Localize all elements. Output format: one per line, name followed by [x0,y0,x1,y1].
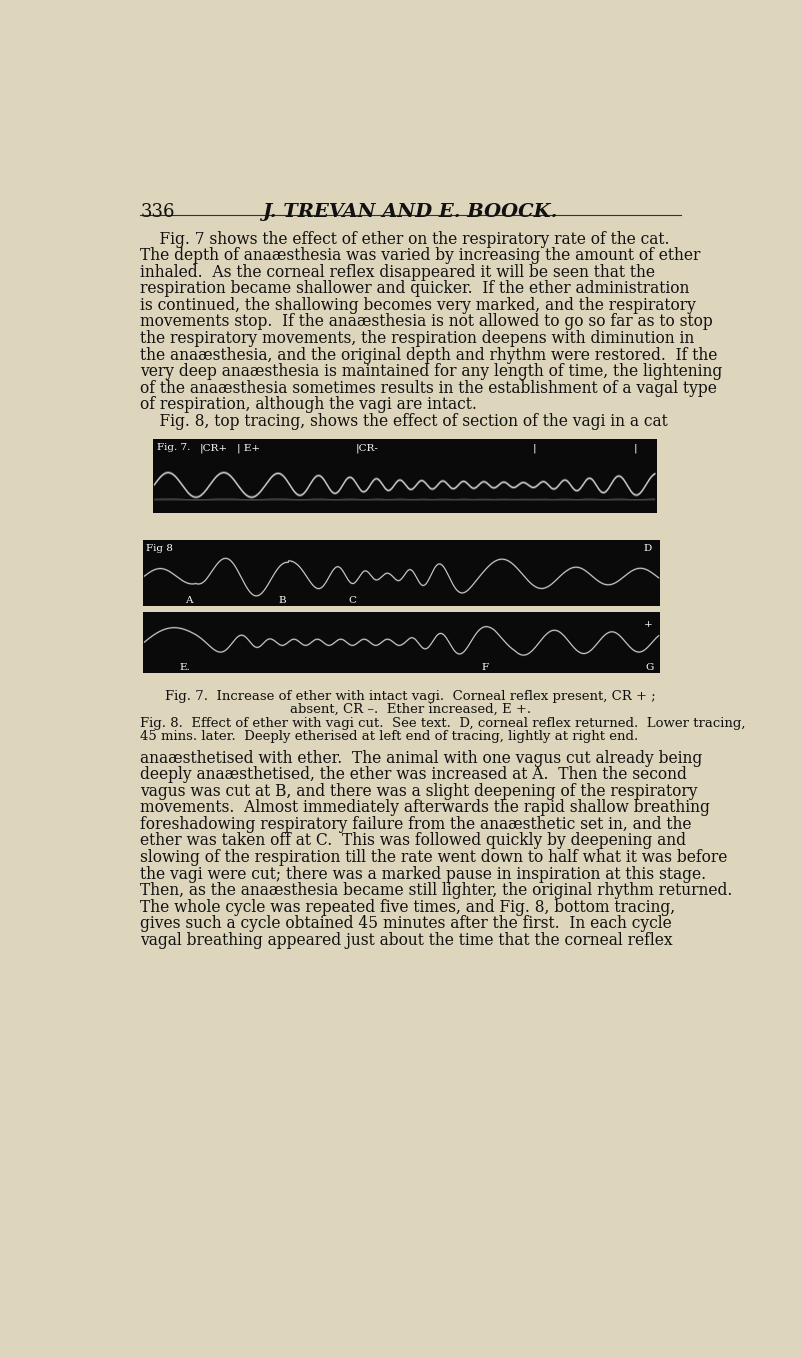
Text: vagus was cut at B, and there was a slight deepening of the respiratory: vagus was cut at B, and there was a slig… [140,782,698,800]
Text: of respiration, although the vagi are intact.: of respiration, although the vagi are in… [140,397,477,413]
Text: A: A [185,596,193,604]
Text: vagal breathing appeared just about the time that the corneal reflex: vagal breathing appeared just about the … [140,932,673,949]
Text: Fig. 7.  Increase of ether with intact vagi.  Corneal reflex present, CR + ;: Fig. 7. Increase of ether with intact va… [165,690,655,702]
Text: anaæsthetised with ether.  The animal with one vagus cut already being: anaæsthetised with ether. The animal wit… [140,750,702,767]
Text: F: F [481,663,489,672]
Text: Fig 8: Fig 8 [146,545,173,553]
Text: G: G [645,663,654,672]
Text: movements.  Almost immediately afterwards the rapid shallow breathing: movements. Almost immediately afterwards… [140,800,710,816]
Text: The depth of anaæsthesia was varied by increasing the amount of ether: The depth of anaæsthesia was varied by i… [140,247,701,265]
Text: of the anaæsthesia sometimes results in the establishment of a vagal type: of the anaæsthesia sometimes results in … [140,380,718,397]
Text: |CR-: |CR- [356,443,379,452]
Text: foreshadowing respiratory failure from the anaæsthetic set in, and the: foreshadowing respiratory failure from t… [140,816,692,832]
Text: Fig. 8, top tracing, shows the effect of section of the vagi in a cat: Fig. 8, top tracing, shows the effect of… [140,413,668,430]
Text: J. TREVAN AND E. BOOCK.: J. TREVAN AND E. BOOCK. [263,202,557,221]
Text: +: + [643,619,652,629]
Text: Fig. 8.  Effect of ether with vagi cut.  See text.  D, corneal reflex returned. : Fig. 8. Effect of ether with vagi cut. S… [140,717,746,731]
Text: deeply anaæsthetised, the ether was increased at A.  Then the second: deeply anaæsthetised, the ether was incr… [140,766,687,784]
Text: 45 mins. later.  Deeply etherised at left end of tracing, lightly at right end.: 45 mins. later. Deeply etherised at left… [140,731,638,743]
Text: |: | [634,443,637,452]
Text: the anaæsthesia, and the original depth and rhythm were restored.  If the: the anaæsthesia, and the original depth … [140,346,718,364]
Text: the vagi were cut; there was a marked pause in inspiration at this stage.: the vagi were cut; there was a marked pa… [140,865,706,883]
Text: respiration became shallower and quicker.  If the ether administration: respiration became shallower and quicker… [140,280,690,297]
Text: the respiratory movements, the respiration deepens with diminution in: the respiratory movements, the respirati… [140,330,694,348]
Text: 336: 336 [140,202,175,221]
Bar [143,540,661,606]
Text: slowing of the respiration till the rate went down to half what it was before: slowing of the respiration till the rate… [140,849,728,866]
Text: E.: E. [180,663,191,672]
Text: is continued, the shallowing becomes very marked, and the respiratory: is continued, the shallowing becomes ver… [140,297,696,314]
Text: Fig. 7.: Fig. 7. [157,443,190,452]
Text: movements stop.  If the anaæsthesia is not allowed to go so far as to stop: movements stop. If the anaæsthesia is no… [140,314,713,330]
Bar [143,612,661,672]
Text: The whole cycle was repeated five times, and Fig. 8, bottom tracing,: The whole cycle was repeated five times,… [140,899,675,915]
Text: very deep anaæsthesia is maintained for any length of time, the lightening: very deep anaæsthesia is maintained for … [140,363,723,380]
Text: inhaled.  As the corneal reflex disappeared it will be seen that the: inhaled. As the corneal reflex disappear… [140,263,655,281]
Text: |CR+: |CR+ [199,443,227,452]
Bar [153,439,657,513]
Text: gives such a cycle obtained 45 minutes after the first.  In each cycle: gives such a cycle obtained 45 minutes a… [140,915,672,932]
Text: |: | [533,443,536,452]
Text: D: D [643,545,652,553]
Text: | E+: | E+ [236,443,260,452]
Text: C: C [348,596,356,604]
Text: B: B [279,596,286,604]
Text: absent, CR –.  Ether increased, E +.: absent, CR –. Ether increased, E +. [290,702,531,716]
Text: Fig. 7 shows the effect of ether on the respiratory rate of the cat.: Fig. 7 shows the effect of ether on the … [140,231,670,247]
Text: Then, as the anaæsthesia became still lighter, the original rhythm returned.: Then, as the anaæsthesia became still li… [140,883,733,899]
Text: ether was taken off at C.  This was followed quickly by deepening and: ether was taken off at C. This was follo… [140,832,686,850]
